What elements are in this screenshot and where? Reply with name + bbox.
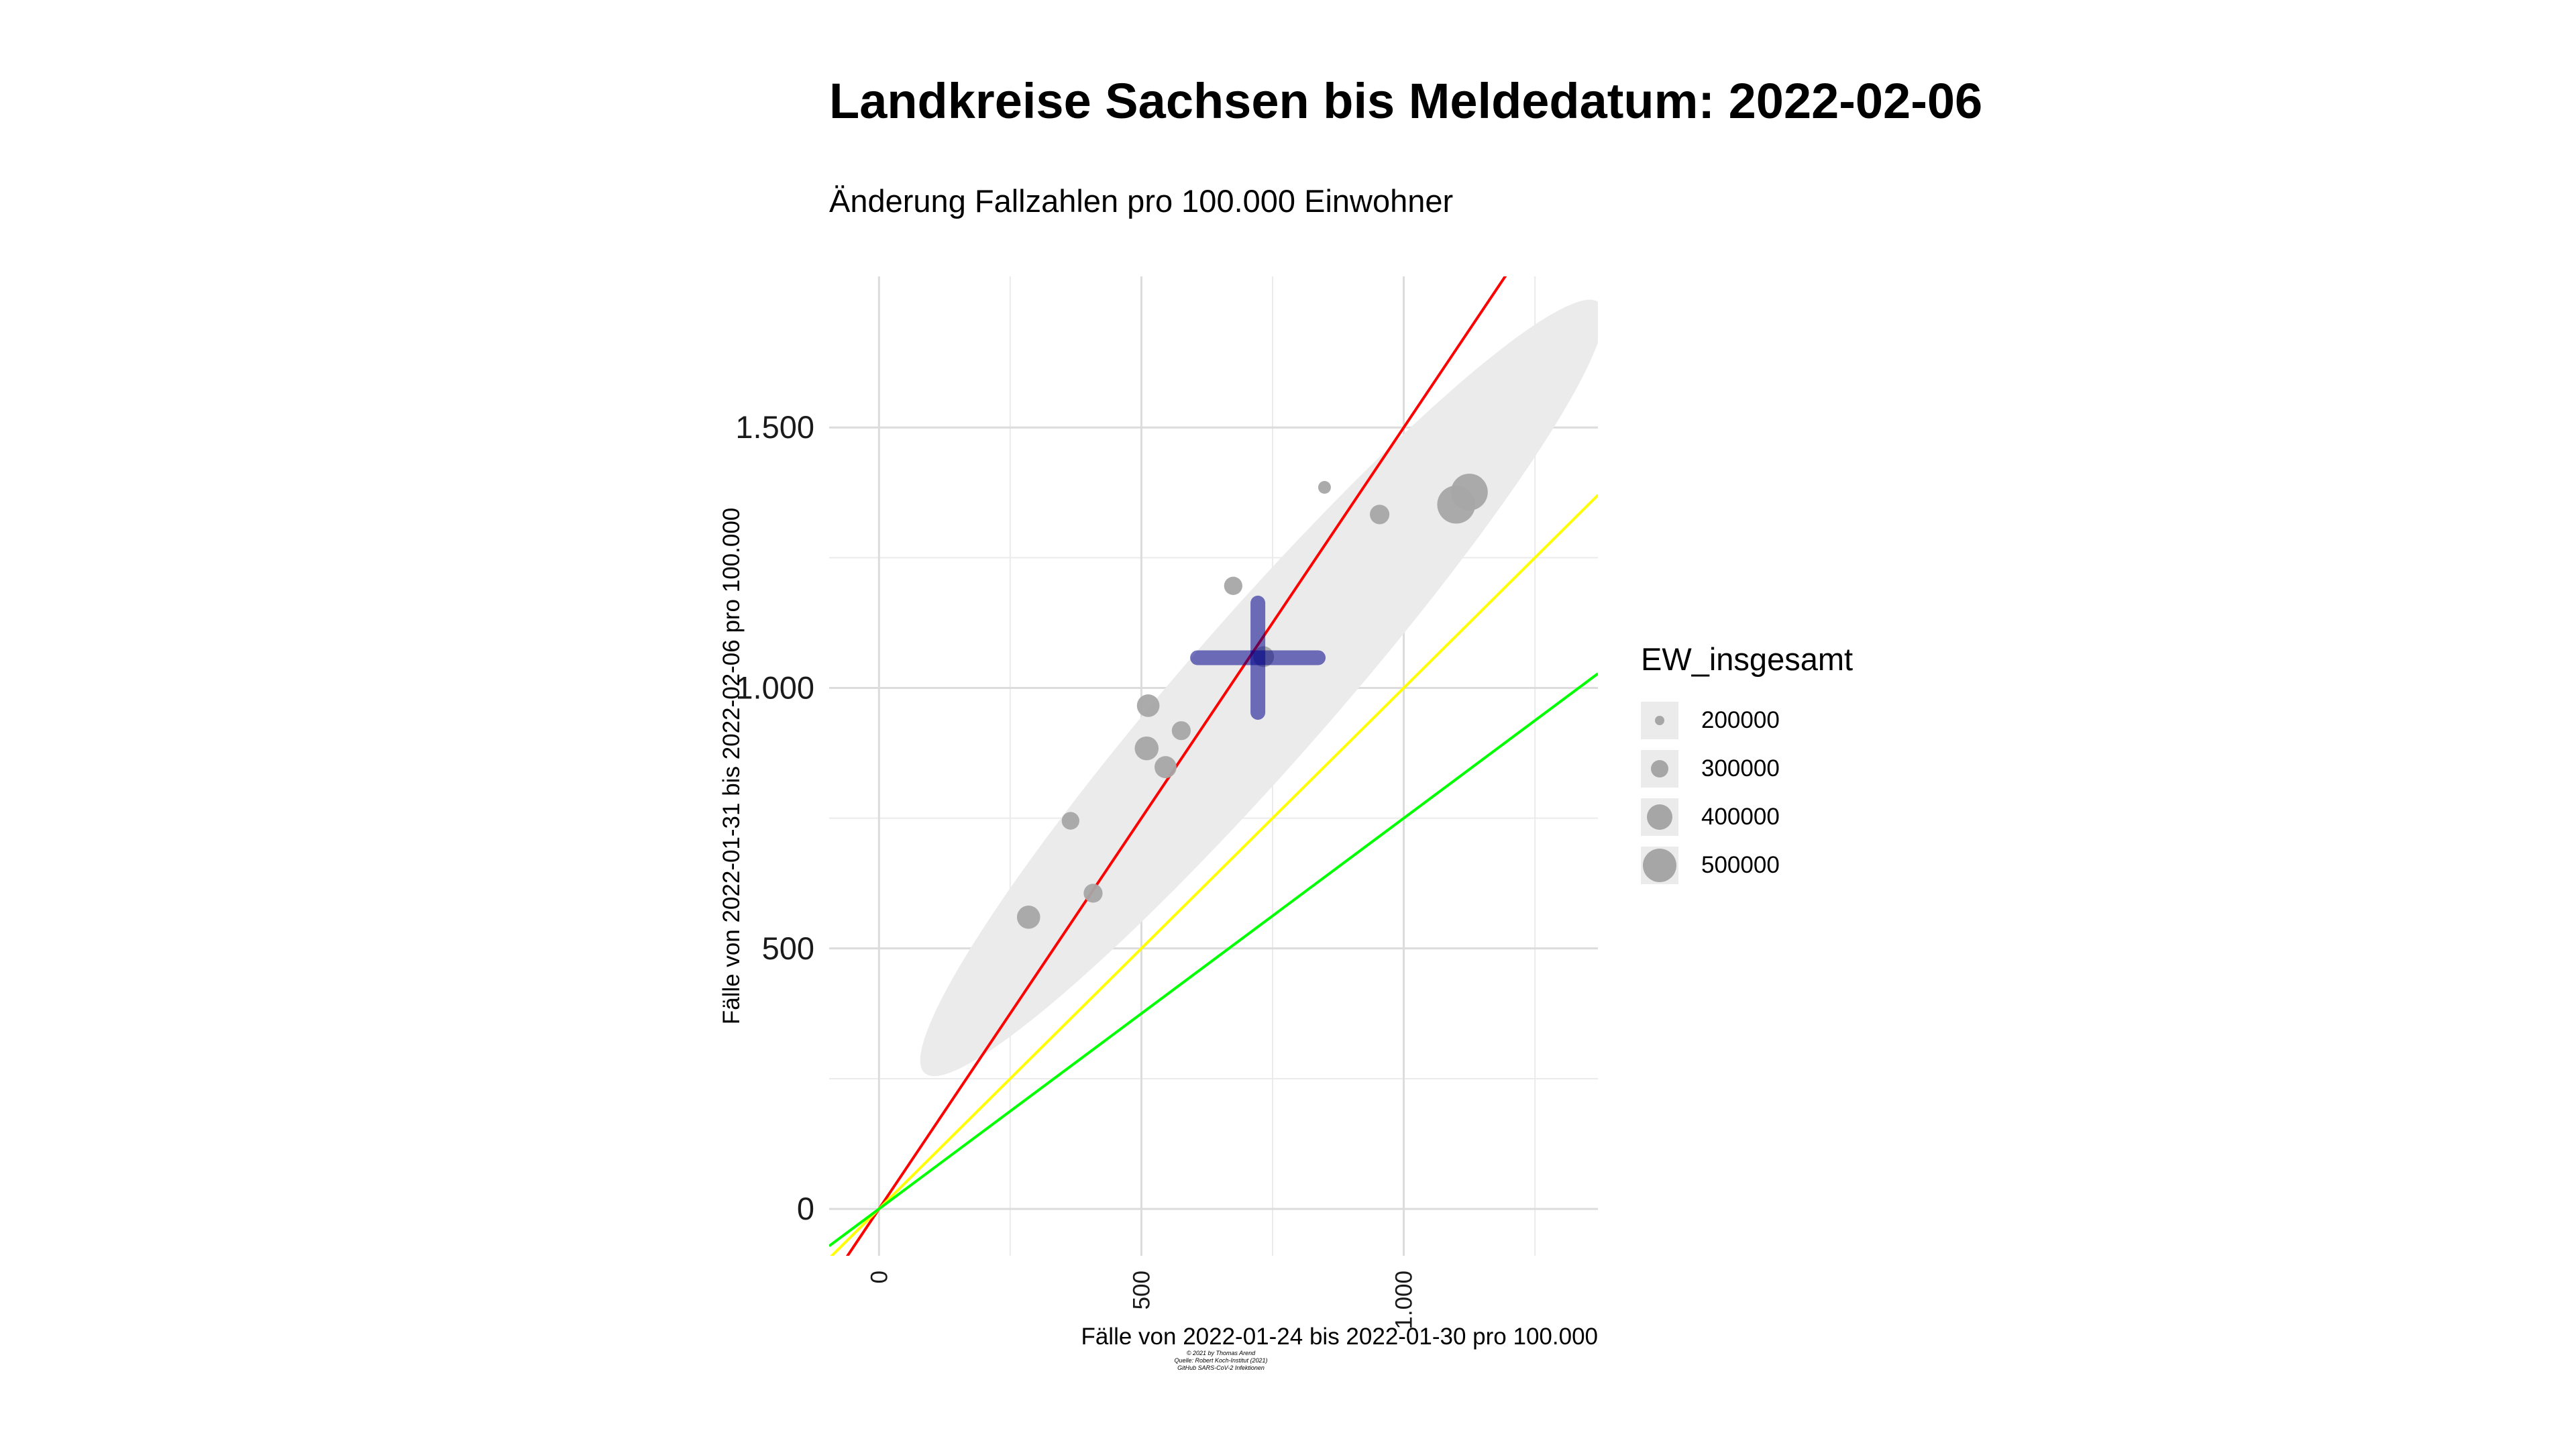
legend-item: 200000 <box>1641 696 1853 745</box>
caption-line: GitHub SARS-CoV-2 Infektionen <box>1177 1364 1265 1371</box>
data-point <box>1171 721 1191 741</box>
x-tick-label: 0 <box>866 1271 892 1283</box>
legend-item: 400000 <box>1641 793 1853 841</box>
caption-line: Quelle: Robert Koch-Institut (2021) <box>1174 1357 1268 1364</box>
reference-line <box>845 276 1507 1256</box>
reference-line <box>829 672 1598 1248</box>
data-point <box>1134 736 1159 761</box>
data-point <box>1450 474 1488 511</box>
legend-size-marker <box>1651 760 1668 777</box>
y-tick-label: 1.000 <box>735 670 814 706</box>
data-point <box>1224 576 1242 595</box>
legend-label: 200000 <box>1701 707 1780 733</box>
caption-line: © 2021 by Thomas Arend <box>1186 1350 1256 1356</box>
legend-label: 400000 <box>1701 804 1780 830</box>
data-point <box>1136 694 1160 717</box>
legend-size-marker <box>1655 716 1664 725</box>
data-point <box>1318 481 1331 494</box>
data-point <box>1370 504 1390 525</box>
y-axis-title: Fälle von 2022-01-31 bis 2022-02-06 pro … <box>718 508 745 1025</box>
legend-title: EW_insgesamt <box>1641 641 1854 677</box>
reference-line <box>830 494 1598 1256</box>
x-tick-label: 1.000 <box>1391 1271 1417 1330</box>
legend-key <box>1641 750 1678 788</box>
legend: EW_insgesamt 200000 300000 400000 500000 <box>1641 641 1853 890</box>
y-tick-label: 0 <box>797 1191 814 1226</box>
y-tick-label: 1.500 <box>735 409 814 445</box>
x-axis-title: Fälle von 2022-01-24 bis 2022-01-30 pro … <box>1081 1324 1598 1350</box>
legend-key <box>1641 798 1678 836</box>
legend-label: 500000 <box>1701 852 1780 878</box>
data-point <box>1155 756 1177 778</box>
legend-size-marker <box>1643 849 1676 882</box>
y-tick-label: 500 <box>762 930 814 966</box>
x-tick-label: 500 <box>1128 1271 1155 1309</box>
chart-title: Landkreise Sachsen bis Meldedatum: 2022-… <box>829 73 1983 129</box>
data-point <box>1083 883 1103 903</box>
legend-item: 500000 <box>1641 841 1853 890</box>
data-point <box>1061 812 1080 830</box>
legend-key <box>1641 847 1678 884</box>
legend-label: 300000 <box>1701 755 1780 782</box>
data-point <box>1016 905 1040 929</box>
chart-subtitle: Änderung Fallzahlen pro 100.000 Einwohne… <box>829 183 1454 219</box>
legend-item: 300000 <box>1641 745 1853 793</box>
legend-size-marker <box>1647 804 1672 830</box>
legend-key <box>1641 702 1678 739</box>
